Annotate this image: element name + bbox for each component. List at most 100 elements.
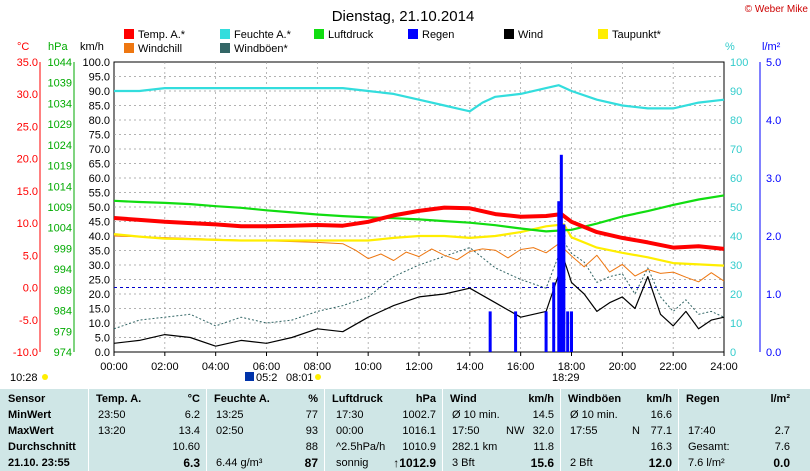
series-feuchtea (114, 84, 725, 113)
moon-time: 05:2 (256, 372, 277, 384)
panel-divider (442, 389, 443, 471)
tick-wind: 65.0 (89, 159, 110, 171)
tick-pressure: 1009 (48, 202, 72, 214)
x-tick-label: 24:00 (710, 361, 738, 373)
temp-value: 13.4 (178, 425, 200, 437)
pressure-time: 17:30 (336, 409, 364, 421)
tick-wind: 0.0 (95, 347, 110, 359)
tick-rain: 1.0 (766, 289, 781, 301)
tick-temp: -5.0 (19, 315, 38, 327)
tick-wind: 100.0 (82, 57, 110, 69)
tick-wind: 10.0 (89, 318, 110, 330)
panel-header: km/h (528, 393, 554, 405)
tick-wind: 50.0 (89, 202, 110, 214)
series-tempa (113, 205, 725, 251)
legend-label: Luftdruck (328, 29, 374, 41)
tick-pressure: 1019 (48, 161, 72, 173)
x-tick-label: 04:00 (202, 361, 230, 373)
legend-label: Wind (518, 29, 543, 41)
moon-icon (245, 372, 254, 381)
gust-info: 17:55 (570, 425, 598, 437)
temp-time: 23:50 (98, 409, 126, 421)
unit-wind: km/h (80, 41, 104, 53)
tick-humid: 70 (730, 144, 742, 156)
rain-bar (552, 282, 556, 352)
tick-wind: 45.0 (89, 217, 110, 229)
panel-header: Feuchte A. (214, 393, 270, 405)
x-tick-label: 06:00 (253, 361, 281, 373)
rain-bar (557, 201, 561, 352)
wind-value: 11.8 (533, 441, 554, 453)
tick-humid: 90 (730, 86, 742, 98)
legend-label: Temp. A.* (138, 29, 186, 41)
tick-wind: 85.0 (89, 101, 110, 113)
tick-pressure: 1034 (48, 98, 72, 110)
stats-panel (0, 389, 810, 471)
tick-wind: 30.0 (89, 260, 110, 272)
tick-temp: 10.0 (17, 218, 38, 230)
tick-wind: 40.0 (89, 231, 110, 243)
tick-pressure: 999 (54, 243, 72, 255)
gust-direction: N (632, 425, 640, 437)
tick-humid: 20 (730, 289, 742, 301)
sunset-time: 18:29 (552, 372, 580, 384)
sunrise-icon (315, 374, 321, 380)
tick-wind: 60.0 (89, 173, 110, 185)
tick-humid: 40 (730, 231, 742, 243)
wind-info: 3 Bft (452, 457, 475, 469)
rain-value: 7.6 (774, 441, 790, 453)
legend-swatch (220, 43, 230, 53)
rain-value: 2.7 (774, 425, 790, 437)
x-tick-label: 10:00 (354, 361, 382, 373)
tick-pressure: 1039 (48, 78, 72, 90)
gust-value: 77.1 (650, 425, 672, 437)
series-taupunkt (113, 223, 725, 267)
tick-temp: 5.0 (23, 250, 38, 262)
panel-divider (206, 389, 207, 471)
legend-swatch (408, 29, 418, 39)
tick-humid: 10 (730, 318, 742, 330)
axis-units: °C hPa km/h % l/m² (17, 41, 781, 53)
pressure-time: ^2.5hPa/h (336, 441, 386, 453)
rain-bar (562, 224, 566, 352)
unit-humid: % (725, 41, 735, 53)
series-luftdruck (113, 194, 725, 233)
panel-header: km/h (646, 393, 672, 405)
tick-temp: 20.0 (17, 154, 38, 166)
panel-header: Luftdruck (332, 393, 383, 405)
legend-swatch (504, 29, 514, 39)
rain-bar (544, 311, 548, 352)
row-label: MaxWert (8, 425, 54, 437)
x-tick-label: 22:00 (659, 361, 687, 373)
tick-temp: 25.0 (17, 121, 38, 133)
series-wind (113, 258, 725, 347)
sun-icon (42, 374, 48, 380)
tick-temp: -10.0 (13, 347, 38, 359)
wind-direction: NW (506, 425, 525, 437)
panel-header: % (308, 393, 318, 405)
tick-humid: 50 (730, 202, 742, 214)
rain-bar (514, 311, 518, 352)
legend-swatch (598, 29, 608, 39)
panel-header: Sensor (8, 393, 46, 405)
x-tick-label: 18:00 (558, 361, 586, 373)
legend-label: Windchill (138, 43, 182, 55)
tick-temp: 30.0 (17, 89, 38, 101)
wind-info: Ø 10 min. (452, 409, 500, 421)
panel-header: °C (187, 393, 200, 405)
panel-header: hPa (415, 393, 436, 405)
row-label: MinWert (8, 409, 52, 421)
tick-temp: 0.0 (23, 283, 38, 295)
rain-bar (488, 311, 492, 352)
panel-divider (560, 389, 561, 471)
panel-header: Regen (686, 393, 720, 405)
x-tick-label: 02:00 (151, 361, 179, 373)
rain-info: 17:40 (688, 425, 716, 437)
tick-pressure: 1024 (48, 140, 72, 152)
wind-value: 32.0 (532, 425, 554, 437)
tick-pressure: 974 (54, 347, 72, 359)
wind-value: 14.5 (532, 409, 554, 421)
rain-info: 7.6 l/m² (688, 457, 725, 469)
pressure-time: sonnig (336, 457, 369, 469)
humid-time: 02:50 (216, 425, 244, 437)
